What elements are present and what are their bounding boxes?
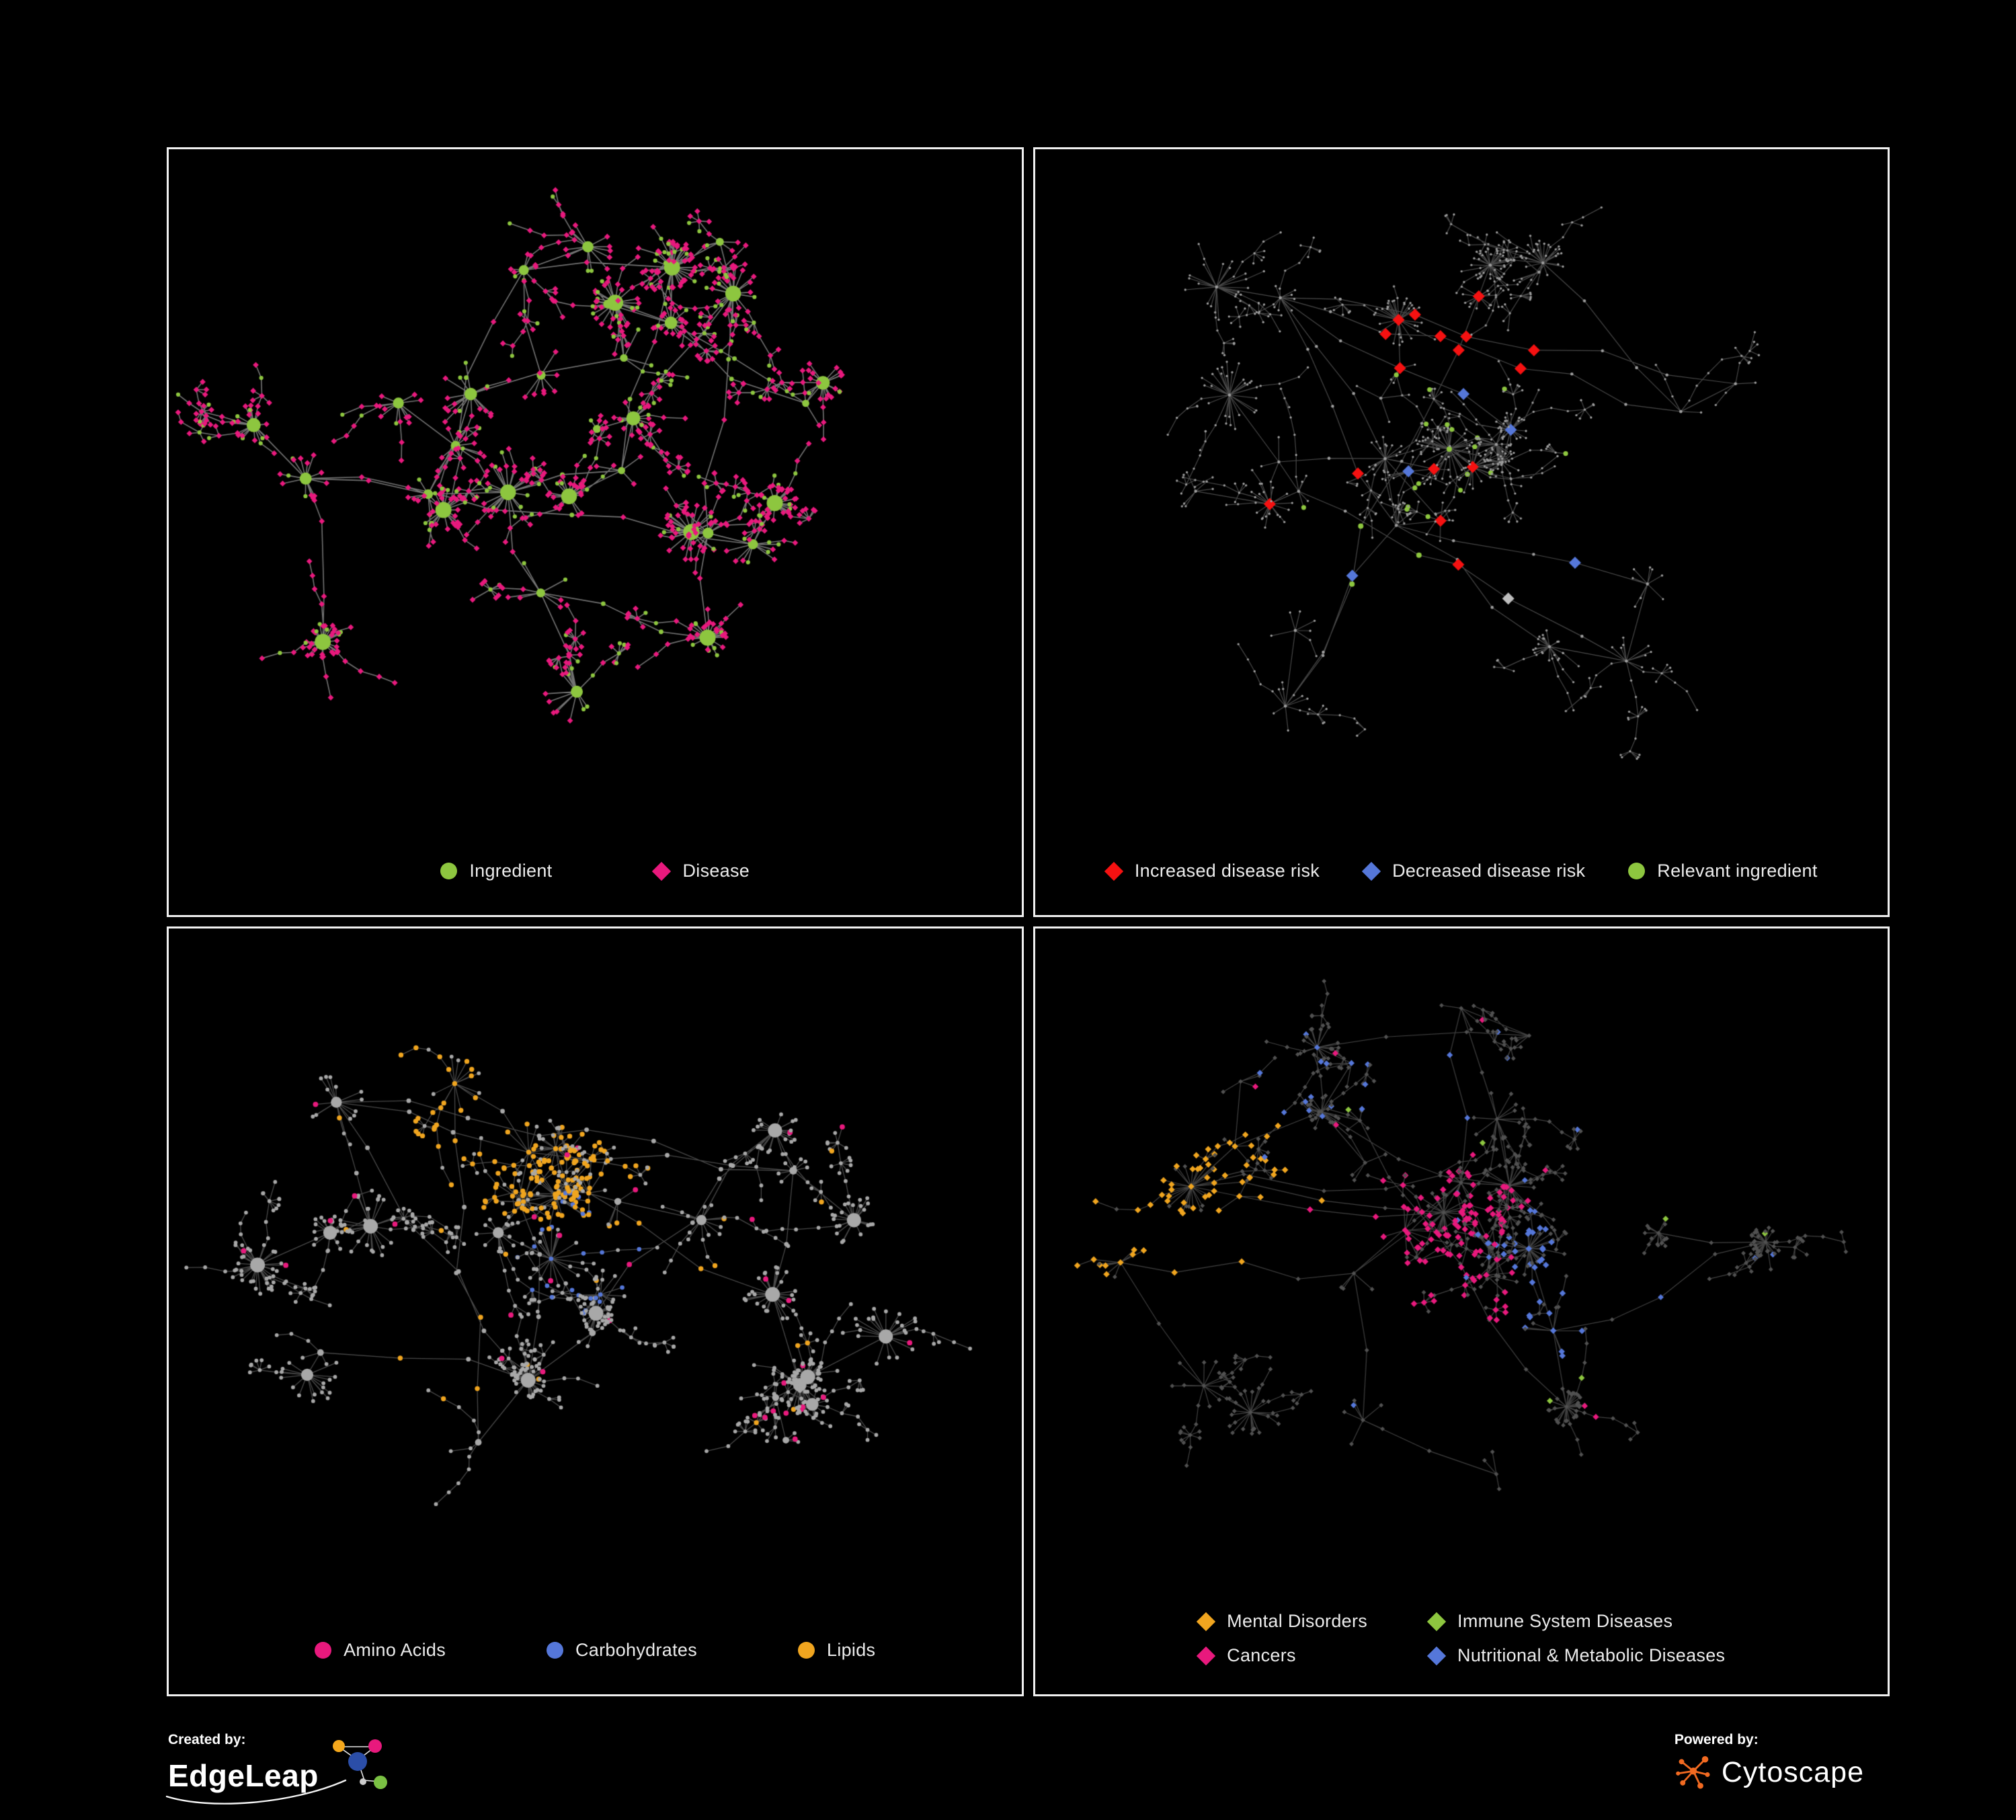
edgeleap-wordmark: EdgeLeap bbox=[168, 1758, 319, 1793]
legend-item-decreased-disease-risk: Decreased disease risk bbox=[1361, 861, 1586, 881]
diamond-swatch-icon bbox=[1361, 861, 1381, 881]
circle-swatch-icon bbox=[1628, 863, 1646, 879]
legend-label: Cancers bbox=[1227, 1645, 1296, 1665]
cytoscape-network-logo-icon bbox=[1676, 1755, 1710, 1789]
legend-item-mental-disorders: Mental Disorders bbox=[1197, 1611, 1367, 1632]
powered-by-label: Powered by: bbox=[1674, 1732, 1759, 1747]
created-by-credit: Created by: EdgeLeap bbox=[165, 1732, 391, 1805]
diamond-swatch-icon bbox=[652, 861, 672, 881]
diamond-swatch-icon bbox=[1426, 1646, 1447, 1665]
legend-item-nutritional-metabolic-diseases: Nutritional & Metabolic Diseases bbox=[1426, 1645, 1726, 1666]
panel-grid: Ingredient Disease Increased disease risk… bbox=[167, 147, 1890, 1696]
cytoscape-brand-row: Cytoscape bbox=[1675, 1753, 1864, 1791]
legend-item-carbohydrates: Carbohydrates bbox=[547, 1640, 697, 1661]
legend-label: Carbohydrates bbox=[575, 1640, 697, 1660]
legend-label: Amino Acids bbox=[344, 1640, 446, 1660]
legend-item-immune-system-diseases: Immune System Diseases bbox=[1426, 1611, 1673, 1632]
created-by-label: Created by: bbox=[168, 1732, 246, 1747]
legend-label: Decreased disease risk bbox=[1392, 861, 1586, 881]
legend-item-disease: Disease bbox=[652, 861, 750, 881]
edgeleap-brand-row: EdgeLeap bbox=[165, 1739, 391, 1805]
legend-label: Ingredient bbox=[469, 861, 553, 881]
legend-item-lipids: Lipids bbox=[798, 1640, 875, 1661]
circle-swatch-icon bbox=[798, 1642, 815, 1659]
legend-nutrient-classes: Amino Acids Carbohydrates Lipids bbox=[169, 1630, 1022, 1694]
legend-label: Increased disease risk bbox=[1134, 861, 1320, 881]
legend-label: Immune System Diseases bbox=[1457, 1611, 1673, 1631]
network-canvas-nutrient-classes bbox=[169, 928, 1022, 1630]
edgeleap-network-logo-icon bbox=[332, 1739, 387, 1789]
circle-swatch-icon bbox=[315, 1642, 332, 1659]
panel-ingredient-disease: Ingredient Disease bbox=[167, 147, 1024, 917]
network-canvas-disease-risk bbox=[1035, 149, 1888, 851]
cytoscape-wordmark: Cytoscape bbox=[1721, 1755, 1864, 1788]
network-canvas-disease-categories bbox=[1035, 928, 1888, 1604]
legend-label: Mental Disorders bbox=[1227, 1611, 1368, 1631]
legend-label: Relevant ingredient bbox=[1657, 861, 1818, 881]
diamond-swatch-icon bbox=[1197, 1646, 1216, 1665]
legend-label: Lipids bbox=[827, 1640, 876, 1660]
legend-label: Disease bbox=[682, 861, 750, 881]
panel-disease-risk: Increased disease risk Decreased disease … bbox=[1033, 147, 1890, 917]
legend-item-relevant-ingredient: Relevant ingredient bbox=[1628, 861, 1817, 881]
legend-ingredient-disease: Ingredient Disease bbox=[169, 851, 1022, 915]
panel-disease-categories: Mental Disorders Immune System Diseases Ca… bbox=[1033, 926, 1890, 1696]
legend-disease-categories: Mental Disorders Immune System Diseases Ca… bbox=[1197, 1604, 1725, 1694]
footer: Created by: EdgeLeap bbox=[165, 1732, 1864, 1805]
legend-item-ingredient: Ingredient bbox=[440, 861, 552, 881]
legend-item-increased-disease-risk: Increased disease risk bbox=[1104, 861, 1320, 881]
diamond-swatch-icon bbox=[1104, 861, 1123, 881]
diamond-swatch-icon bbox=[1426, 1612, 1447, 1631]
panel-nutrient-classes: Amino Acids Carbohydrates Lipids bbox=[167, 926, 1024, 1696]
circle-swatch-icon bbox=[547, 1642, 563, 1659]
powered-by-credit: Powered by: Cytoscape bbox=[1675, 1732, 1864, 1791]
legend-item-cancers: Cancers bbox=[1197, 1645, 1296, 1666]
diamond-swatch-icon bbox=[1197, 1612, 1216, 1631]
circle-swatch-icon bbox=[440, 863, 458, 879]
legend-item-amino-acids: Amino Acids bbox=[315, 1640, 446, 1661]
legend-disease-risk: Increased disease risk Decreased disease … bbox=[1035, 851, 1888, 915]
legend-label: Nutritional & Metabolic Diseases bbox=[1457, 1645, 1726, 1665]
network-canvas-ingredient-disease bbox=[169, 149, 1022, 851]
